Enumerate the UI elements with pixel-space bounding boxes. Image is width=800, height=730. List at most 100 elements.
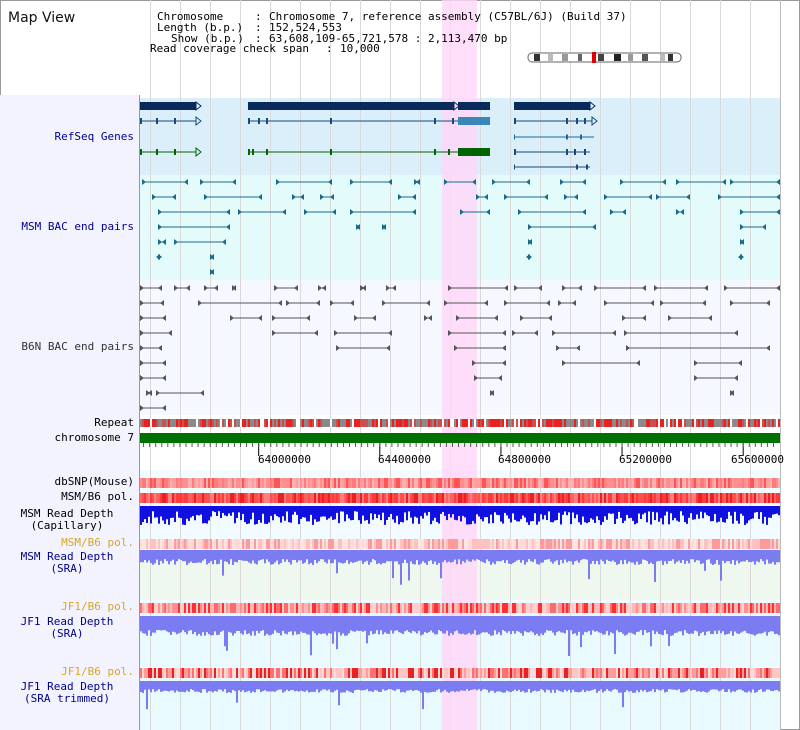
repeat-mark — [534, 419, 536, 427]
read-depth-bar — [706, 681, 708, 693]
snp-heat-mark — [730, 478, 732, 488]
snp-heat-mark — [572, 478, 574, 488]
snp-heat-mark — [194, 539, 196, 549]
track-label-refseq-genes[interactable]: RefSeq Genes — [54, 130, 134, 143]
snp-heat-mark — [590, 603, 592, 613]
snp-heat-mark — [338, 493, 340, 503]
snp-heat-mark — [638, 493, 640, 503]
repeat-mark — [390, 419, 392, 427]
snp-heat-mark — [766, 668, 768, 678]
read-depth-bar — [308, 506, 310, 522]
read-depth-bar — [516, 681, 518, 692]
snp-heat-mark — [568, 478, 570, 488]
snp-heat-mark — [474, 539, 476, 549]
read-depth-bar — [746, 506, 748, 524]
read-depth-bar — [548, 681, 550, 691]
track-label-b6n-bac[interactable]: B6N BAC end pairs — [21, 340, 134, 353]
snp-heat-mark — [214, 478, 216, 488]
snp-heat-mark — [666, 493, 668, 503]
snp-heat-mark — [288, 493, 290, 503]
track-label-msm-bac[interactable]: MSM BAC end pairs — [21, 220, 134, 233]
read-depth-bar — [272, 616, 274, 634]
snp-heat-mark — [684, 539, 686, 549]
snp-heat-mark — [556, 668, 558, 678]
snp-heat-mark — [734, 539, 736, 549]
snp-heat-mark — [570, 668, 572, 678]
snp-heat-mark — [436, 478, 438, 488]
snp-heat-mark — [462, 493, 464, 503]
snp-heat-mark — [210, 478, 212, 488]
repeat-mark — [666, 419, 668, 427]
snp-heat-mark — [352, 478, 354, 488]
snp-heat-mark — [420, 603, 422, 613]
read-depth-bar — [268, 550, 270, 562]
snp-heat-mark — [146, 478, 148, 488]
repeat-mark — [556, 419, 558, 427]
repeat-mark — [764, 419, 766, 427]
snp-heat-mark — [630, 539, 632, 549]
gene-exon — [330, 149, 332, 155]
snp-heat-mark — [394, 603, 396, 613]
snp-heat-mark — [640, 668, 642, 678]
snp-heat-mark — [620, 539, 622, 549]
snp-heat-mark — [598, 539, 600, 549]
snp-heat-mark — [496, 493, 498, 503]
snp-heat-mark — [498, 603, 500, 613]
read-depth-bar — [280, 681, 282, 690]
snp-heat-mark — [384, 478, 386, 488]
bac-end — [604, 300, 608, 306]
bac-end — [574, 194, 578, 200]
snp-heat-mark — [188, 493, 190, 503]
snp-heat-mark — [196, 539, 198, 549]
read-depth-bar — [694, 616, 696, 631]
read-depth-bar — [666, 616, 668, 635]
read-depth-bar — [760, 681, 762, 690]
snp-heat-mark — [426, 493, 428, 503]
read-depth-bar — [560, 681, 562, 692]
read-depth-bar — [692, 681, 694, 690]
read-depth-bar — [248, 616, 250, 634]
read-depth-bar — [210, 616, 212, 636]
snp-heat-mark — [620, 478, 622, 488]
read-depth-bar — [310, 681, 312, 692]
read-depth-bar — [320, 550, 322, 560]
read-depth-bar — [408, 681, 410, 691]
repeat-mark — [488, 419, 490, 427]
read-depth-bar — [184, 616, 186, 633]
read-depth-bar — [744, 506, 746, 525]
snp-heat-mark — [340, 668, 342, 678]
read-depth-bar — [282, 506, 284, 517]
read-depth-bar — [276, 681, 278, 691]
snp-heat-mark — [562, 539, 564, 549]
snp-heat-mark — [600, 603, 602, 613]
snp-heat-mark — [698, 603, 700, 613]
read-depth-bar — [700, 616, 702, 634]
read-depth-bar — [298, 550, 300, 561]
read-depth-bar — [596, 616, 598, 632]
gene-strand-arrow — [195, 146, 202, 158]
read-depth-bar — [526, 550, 528, 563]
snp-heat-mark — [472, 603, 474, 613]
snp-heat-mark — [274, 493, 276, 503]
snp-heat-mark — [146, 668, 148, 678]
snp-heat-mark — [190, 493, 192, 503]
ideogram-band — [578, 54, 582, 61]
snp-heat-mark — [216, 603, 218, 613]
snp-heat-mark — [272, 539, 274, 549]
read-depth-bar — [670, 550, 672, 561]
read-depth-bar — [586, 681, 588, 691]
snp-heat-mark — [156, 603, 158, 613]
snp-heat-mark — [168, 668, 170, 678]
read-depth-bar — [414, 681, 416, 691]
read-depth-bar — [650, 550, 652, 563]
snp-heat-mark — [656, 539, 658, 549]
repeat-mark — [606, 419, 608, 427]
snp-heat-mark — [246, 493, 248, 503]
read-depth-bar — [430, 681, 432, 693]
read-depth-bar — [488, 506, 490, 524]
snp-heat-mark — [534, 539, 536, 549]
read-depth-bar — [766, 681, 768, 690]
read-depth-bar — [376, 506, 378, 519]
snp-heat-mark — [634, 478, 636, 488]
